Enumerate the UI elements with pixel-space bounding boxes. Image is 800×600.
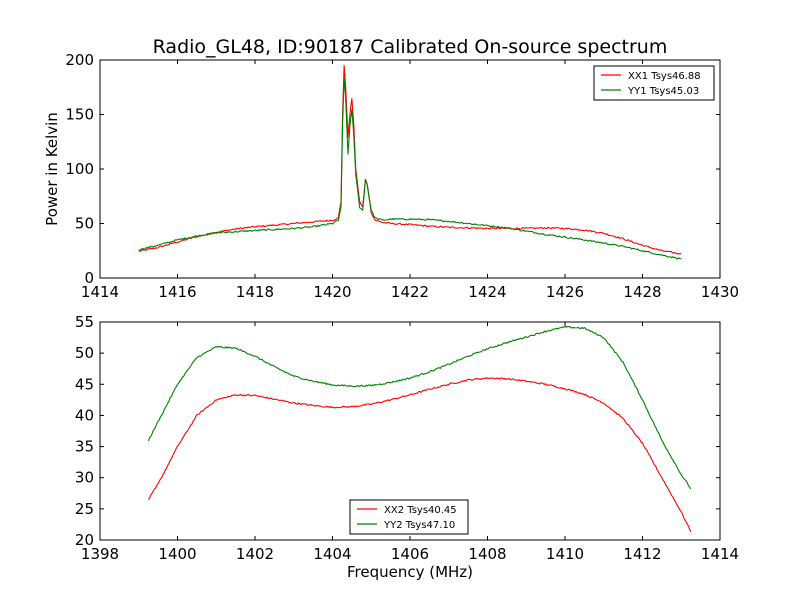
x-tick-label: 1418 [236,283,274,301]
x-tick-label: 1400 [158,545,196,563]
x-tick-label: 1408 [468,545,506,563]
x-tick-label: 1410 [546,545,584,563]
legend-label: YY2 Tsys47.10 [383,520,455,531]
x-tick-label: 1414 [81,283,119,301]
legend-label: YY1 Tsys45.03 [627,86,699,97]
x-tick-label: 1406 [391,545,429,563]
x-tick-label: 1402 [236,545,274,563]
y-tick-label: 25 [75,500,94,518]
y-tick-label: 0 [84,269,94,287]
top-spectrum-plot: 1414 1416 1418 1420 1422 1424 1426 1428 1430 0 50 1… [43,51,739,301]
x-tick-label: 1416 [158,283,196,301]
x-tick-label: 1422 [391,283,429,301]
x-tick-label: 1398 [81,545,119,563]
y-tick-label: 20 [75,531,94,549]
x-tick-label: 1424 [468,283,506,301]
y-tick-label: 55 [75,313,94,331]
legend-box [349,499,469,535]
bottom-spectrum-plot: 1398 1400 1402 1404 1406 1408 1410 1412 1414 20 25… [75,313,739,581]
y-tick-label: 30 [75,469,94,487]
y-tick-label: 45 [75,375,94,393]
y-tick-label: 100 [65,160,94,178]
legend-label: XX1 Tsys46.88 [628,71,701,82]
y-tick-label: 200 [65,51,94,69]
legend: XX2 Tsys40.45 YY2 Tsys47.10 [349,499,469,535]
x-tick-label: 1412 [623,545,661,563]
x-axis-label: Frequency (MHz) [347,563,473,581]
series-line-2 [147,325,692,490]
legend-box [593,65,715,101]
series-line-2 [138,77,682,260]
y-tick-label: 40 [75,406,94,424]
x-tick-label: 1404 [313,545,351,563]
legend: XX1 Tsys46.88 YY1 Tsys45.03 [593,65,715,101]
x-tick-label: 1414 [701,545,739,563]
series-line-1 [138,64,682,255]
y-axis-label: Power in Kelvin [43,112,61,226]
legend-label: XX2 Tsys40.45 [384,505,457,516]
y-tick-label: 50 [75,344,94,362]
x-tick-label: 1430 [701,283,739,301]
x-tick-label: 1426 [546,283,584,301]
y-tick-label: 50 [75,215,94,233]
series-line-1 [147,376,692,533]
y-tick-label: 35 [75,438,94,456]
x-tick-label: 1420 [313,283,351,301]
y-tick-label: 150 [65,106,94,124]
x-tick-label: 1428 [623,283,661,301]
figure-title: Radio_GL48, ID:90187 Calibrated On-sourc… [153,36,668,58]
